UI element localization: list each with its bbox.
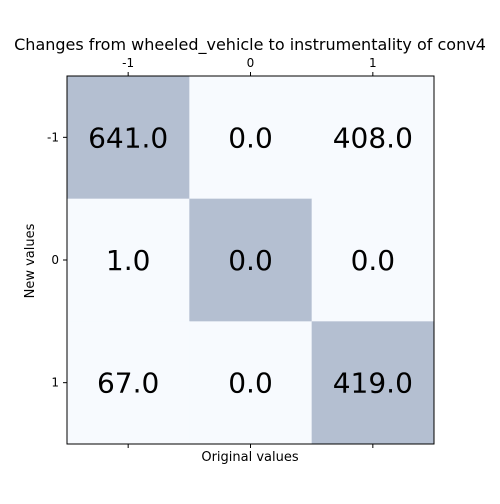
- y-tick-label-0: -1: [47, 130, 59, 144]
- heatmap-cell-1-2: [311, 198, 435, 322]
- x-tick-label-0: -1: [122, 56, 134, 70]
- y-ticks: -1 0 1: [47, 130, 67, 390]
- cell-value-label-0-0: 641.0: [88, 121, 168, 154]
- cell-value-label-0-1: 0.0: [228, 121, 273, 154]
- x-ticks: -1 0 1: [122, 56, 377, 448]
- heatmap-cell-1-0: [67, 198, 190, 322]
- heatmap-cell-2-2: [311, 321, 435, 445]
- heatmap-cell-2-1: [189, 321, 313, 445]
- y-tick-label-1: 0: [51, 253, 59, 267]
- cell-value-labels: 641.0 0.0 408.0 1.0 0.0 0.0 67.0 0.0 419.0: [88, 121, 413, 399]
- x-tick-label-2: 1: [369, 56, 377, 70]
- cell-value-label-2-1: 0.0: [228, 367, 273, 400]
- heatmap-cell-2-0: [67, 321, 190, 445]
- heatmap-cells: [67, 76, 435, 445]
- cell-value-label-1-0: 1.0: [106, 244, 151, 277]
- cell-value-label-2-0: 67.0: [97, 367, 159, 400]
- cell-value-label-1-1: 0.0: [228, 244, 273, 277]
- chart-title: Changes from wheeled_vehicle to instrume…: [14, 35, 486, 55]
- cell-value-label-0-2: 408.0: [333, 121, 413, 154]
- cell-value-label-1-2: 0.0: [351, 244, 396, 277]
- heatmap-cell-0-2: [311, 76, 435, 200]
- y-tick-label-2: 1: [51, 376, 59, 390]
- heatmap-cell-1-1: [189, 198, 313, 322]
- y-axis-label: New values: [23, 223, 38, 298]
- cell-value-label-2-2: 419.0: [333, 367, 413, 400]
- x-axis-label: Original values: [201, 450, 299, 465]
- x-tick-label-1: 0: [247, 56, 255, 70]
- heatmap-cell-0-0: [67, 76, 190, 200]
- heatmap-cell-0-1: [189, 76, 313, 200]
